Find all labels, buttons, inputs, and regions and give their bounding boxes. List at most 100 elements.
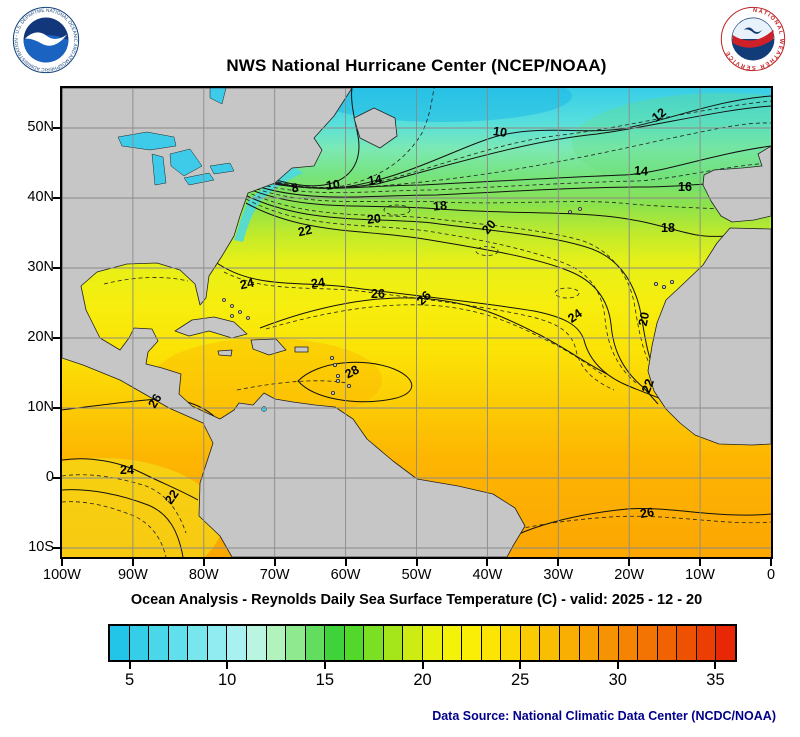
lat-tick-label: 10N — [27, 399, 54, 415]
noaa-seagull-icon — [24, 32, 68, 46]
lon-tick-mark — [202, 559, 205, 566]
data-source-note: Data Source: National Climatic Data Cent… — [432, 709, 776, 723]
landmasses — [62, 88, 771, 557]
lon-tick-mark — [131, 559, 134, 566]
colorbar-cell — [559, 626, 580, 660]
lon-tick-label: 50W — [401, 567, 432, 583]
lat-tick-mark — [53, 127, 60, 129]
colorbar-cell — [540, 626, 560, 660]
colorbar-tick-label: 20 — [413, 671, 432, 689]
colorbar-tick-label: 15 — [315, 671, 335, 689]
colorbar-tick-mark — [519, 662, 522, 669]
puerto-rico-island — [294, 346, 309, 353]
nws-red-swoosh-icon — [732, 29, 774, 48]
lat-tick-label: 10S — [28, 539, 54, 555]
lon-tick-mark — [61, 559, 63, 566]
lon-tick-label: 90W — [117, 567, 148, 583]
colorbar-tick-mark — [616, 662, 619, 669]
colorbar-cell — [207, 626, 228, 660]
jamaica-island — [217, 349, 233, 357]
iberia-landmass — [702, 145, 771, 223]
lat-tick-mark — [53, 477, 60, 479]
colorbar-cell — [696, 626, 717, 660]
map-canvas: 8 10 14 10 12 14 16 18 18 20 22 20 24 24 26 26 24 20 28 22 2… — [60, 86, 773, 559]
colorbar-cell — [677, 626, 697, 660]
northeast-warm-anomaly — [572, 93, 771, 193]
caribbean-warm-pool — [152, 338, 382, 422]
lon-tick-label: 80W — [188, 567, 219, 583]
colorbar-cell — [168, 626, 189, 660]
lon-tick-mark — [557, 559, 560, 566]
lon-tick-mark — [770, 559, 772, 566]
sst-map-svg — [62, 88, 771, 557]
lat-tick-mark — [53, 267, 60, 269]
lon-tick-mark — [273, 559, 276, 566]
colorbar-cell — [501, 626, 521, 660]
grid-lines — [62, 88, 771, 557]
lon-tick-label: 0 — [766, 567, 776, 583]
lat-tick-mark — [53, 407, 60, 409]
lat-tick-mark — [53, 337, 60, 339]
colorbar-cell — [325, 626, 345, 660]
colorbar-cell — [110, 626, 130, 660]
lat-tick-label: 50N — [27, 119, 54, 135]
colorbar-tick-mark — [714, 662, 717, 669]
colorbar-cell — [383, 626, 404, 660]
colorbar-cell — [423, 626, 443, 660]
nws-logo: NATIONAL WEATHER SERVICE — [720, 6, 786, 72]
lat-tick-label: 40N — [27, 189, 54, 205]
lon-tick-label: 30W — [543, 567, 574, 583]
colorbar-tick-mark — [323, 662, 326, 669]
colorbar-cell — [657, 626, 678, 660]
colorbar — [108, 624, 737, 662]
hispaniola-island — [250, 338, 287, 356]
colorbar-cell — [149, 626, 169, 660]
colorbar-cell — [344, 626, 365, 660]
colorbar-tick-label: 35 — [706, 671, 725, 689]
colorbar-cell — [266, 626, 287, 660]
africa-landmass — [647, 227, 771, 446]
colorbar-tick-label: 30 — [608, 671, 627, 689]
lake-ontario — [209, 162, 235, 175]
cuba-island — [174, 316, 248, 339]
lon-tick-label: 70W — [259, 567, 290, 583]
lon-tick-label: 10W — [685, 567, 715, 583]
lon-tick-mark — [486, 559, 489, 566]
colorbar-cell — [618, 626, 639, 660]
colorbar-cell — [246, 626, 267, 660]
lon-tick-label: 40W — [472, 567, 503, 583]
colorbar-cell — [481, 626, 502, 660]
lon-tick-label: 100W — [43, 567, 81, 583]
noaa-logo-icon: NATIONAL OCEANIC AND ATMOSPHERIC ADMINIS… — [10, 2, 80, 74]
lon-tick-mark — [344, 559, 347, 566]
lon-tick-mark — [628, 559, 631, 566]
colorbar-cell — [716, 626, 735, 660]
noaa-logo: NATIONAL OCEANIC AND ATMOSPHERIC ADMINIS… — [10, 2, 80, 74]
lake-huron — [169, 148, 203, 177]
colorbar-cell — [462, 626, 482, 660]
colorbar-cell — [403, 626, 423, 660]
james-bay — [209, 88, 227, 105]
colorbar-cell — [227, 626, 247, 660]
lat-tick-label: 30N — [27, 259, 54, 275]
americas-landmass — [62, 88, 526, 557]
colorbar-cell — [579, 626, 600, 660]
lat-tick-label: 0 — [45, 469, 54, 485]
page-title: NWS National Hurricane Center (NCEP/NOAA… — [226, 56, 607, 75]
colorbar-cell — [599, 626, 619, 660]
colorbar-cell — [188, 626, 208, 660]
colorbar-tick-mark — [128, 662, 131, 669]
lake-erie — [183, 172, 215, 186]
lon-tick-label: 60W — [330, 567, 361, 583]
lon-tick-label: 20W — [614, 567, 645, 583]
pacific-cool-tongue — [62, 458, 222, 557]
colorbar-tick-label: 25 — [510, 671, 530, 689]
map-caption: Ocean Analysis - Reynolds Daily Sea Surf… — [130, 592, 703, 608]
lat-tick-mark — [53, 547, 60, 549]
lat-tick-label: 20N — [27, 329, 54, 345]
colorbar-cell — [286, 626, 306, 660]
colorbar-tick-mark — [226, 662, 229, 669]
colorbar-cell — [129, 626, 150, 660]
lat-tick-mark — [53, 197, 60, 199]
